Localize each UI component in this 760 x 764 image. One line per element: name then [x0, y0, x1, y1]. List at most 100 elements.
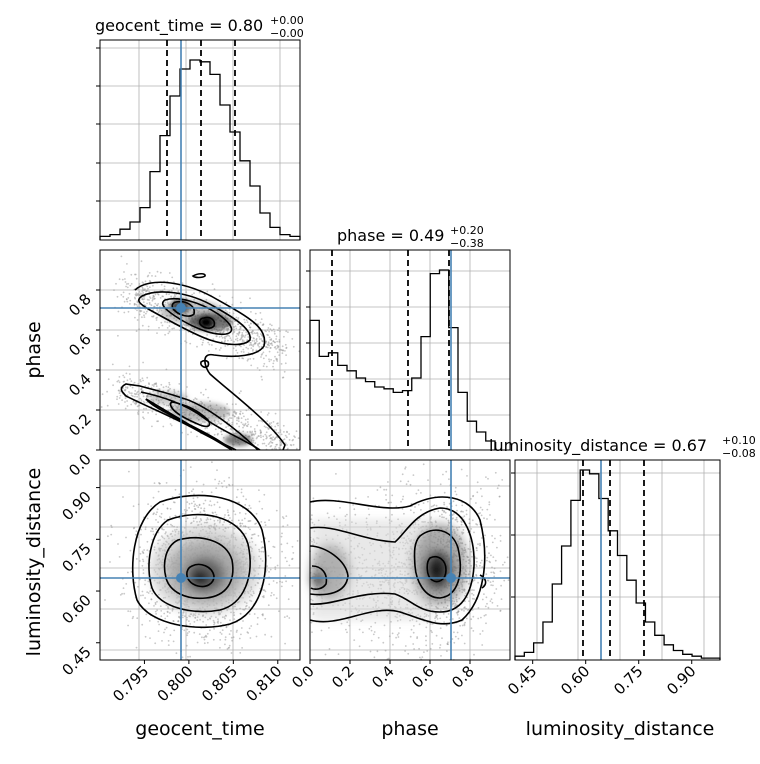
sample-point: [406, 483, 408, 485]
sample-point: [271, 439, 273, 441]
sample-point: [213, 624, 215, 626]
sample-point: [268, 428, 270, 430]
sample-point: [478, 607, 480, 609]
sample-point: [274, 342, 276, 344]
sample-point: [455, 519, 457, 521]
sample-point: [261, 508, 263, 510]
sample-point: [217, 433, 219, 435]
sample-point: [178, 616, 180, 618]
sample-point: [266, 420, 268, 422]
sample-point: [188, 620, 190, 622]
sample-point: [286, 436, 288, 438]
sample-point: [222, 524, 224, 526]
sample-point: [260, 436, 262, 438]
sample-point: [448, 478, 450, 480]
sample-point: [239, 652, 241, 654]
sample-point: [146, 303, 148, 305]
sample-point: [452, 517, 454, 519]
sample-point: [149, 620, 151, 622]
sample-point: [448, 520, 450, 522]
sample-point: [249, 297, 251, 299]
sample-point: [268, 327, 270, 329]
sample-point: [269, 360, 271, 362]
sample-point: [249, 432, 251, 434]
sample-point: [170, 634, 172, 636]
sample-point: [225, 309, 227, 311]
sample-point: [140, 379, 142, 381]
sample-point: [469, 571, 471, 573]
sample-point: [258, 535, 260, 537]
sample-point: [176, 652, 178, 654]
sample-point: [235, 339, 237, 341]
sample-point: [484, 535, 486, 537]
sample-point: [228, 515, 230, 517]
sample-point: [143, 569, 145, 571]
sample-point: [236, 631, 238, 633]
sample-point: [146, 311, 148, 313]
sample-point: [238, 520, 240, 522]
sample-point: [360, 620, 362, 622]
sample-point: [143, 314, 145, 316]
sample-point: [193, 632, 195, 634]
sample-point: [458, 611, 460, 613]
sample-point: [286, 431, 288, 433]
sample-point: [227, 511, 229, 513]
sample-point: [466, 510, 468, 512]
sample-point: [258, 549, 260, 551]
sample-point: [167, 607, 169, 609]
sample-point: [204, 428, 206, 430]
sample-point: [217, 421, 219, 423]
sample-point: [250, 365, 252, 367]
sample-point: [272, 436, 274, 438]
sample-point: [407, 653, 409, 655]
sample-point: [479, 565, 481, 567]
sample-point: [257, 367, 259, 369]
sample-point: [156, 319, 158, 321]
sample-point: [193, 292, 195, 294]
sample-point: [241, 335, 243, 337]
sample-point: [141, 260, 143, 262]
sample-point: [245, 533, 247, 535]
sample-point: [275, 429, 277, 431]
sample-point: [274, 546, 276, 548]
sample-point: [257, 623, 259, 625]
sample-point: [225, 636, 227, 638]
sample-point: [494, 592, 496, 594]
sample-point: [492, 581, 494, 583]
sample-point: [132, 401, 134, 403]
sample-point: [171, 290, 173, 292]
sample-point: [238, 420, 240, 422]
sample-point: [129, 285, 131, 287]
sample-point: [296, 430, 298, 432]
sample-point: [160, 322, 162, 324]
sample-point: [176, 287, 178, 289]
sample-point: [174, 529, 176, 531]
sample-point: [127, 572, 129, 574]
sample-point: [254, 340, 256, 342]
sample-point: [207, 619, 209, 621]
sample-point: [345, 629, 347, 631]
sample-point: [224, 618, 226, 620]
sample-point: [121, 399, 123, 401]
sample-point: [465, 608, 467, 610]
sample-point: [136, 309, 138, 311]
sample-point: [159, 483, 161, 485]
sample-point: [253, 337, 255, 339]
sample-point: [268, 331, 270, 333]
sample-point: [398, 636, 400, 638]
sample-point: [164, 519, 166, 521]
sample-point: [353, 508, 355, 510]
sample-point: [164, 533, 166, 535]
sample-point: [233, 618, 235, 620]
sample-point: [500, 570, 502, 572]
sample-point: [164, 334, 166, 336]
sample-point: [246, 605, 248, 607]
sample-point: [443, 504, 445, 506]
sample-point: [142, 380, 144, 382]
sample-point: [275, 358, 277, 360]
sample-point: [113, 289, 115, 291]
sample-point: [405, 645, 407, 647]
sample-point: [439, 618, 441, 620]
sample-point: [206, 291, 208, 293]
